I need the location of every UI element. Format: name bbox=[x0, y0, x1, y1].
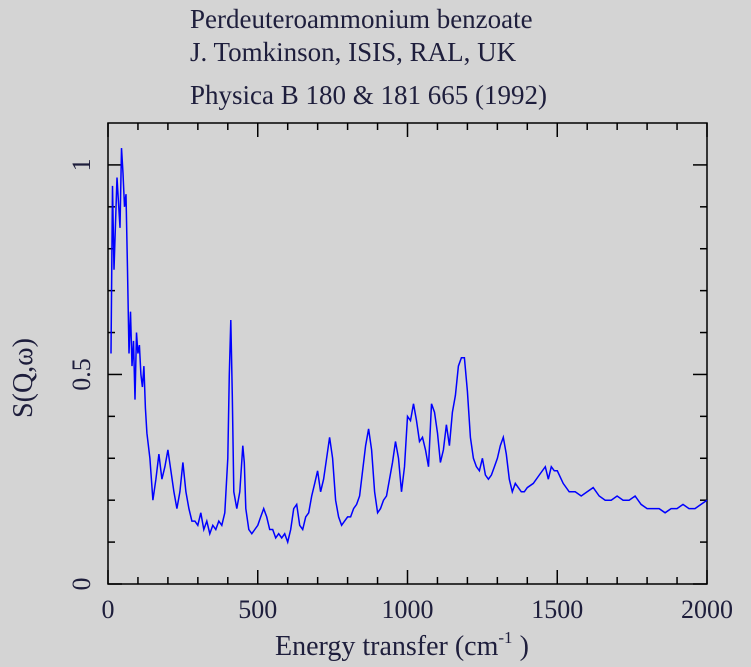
spectrum-line bbox=[110, 148, 708, 545]
title-line: Physica B 180 & 181 665 (1992) bbox=[190, 80, 547, 110]
y-axis-label: S(Q,ω) bbox=[8, 338, 39, 418]
x-tick-label: 0 bbox=[102, 595, 115, 624]
y-tick-label: 0.5 bbox=[67, 358, 96, 391]
y-tick-label: 1 bbox=[67, 158, 96, 171]
y-tick-label: 0 bbox=[67, 578, 96, 591]
x-label-sup: -1 bbox=[498, 628, 512, 647]
x-tick-label: 2000 bbox=[681, 595, 733, 624]
x-tick-label: 1500 bbox=[531, 595, 583, 624]
x-tick-label: 500 bbox=[238, 595, 277, 624]
x-axis-label: Energy transfer (cm-1 ) bbox=[275, 628, 529, 662]
x-label-text: Energy transfer (cm bbox=[275, 631, 499, 662]
title-line: J. Tomkinson, ISIS, RAL, UK bbox=[190, 37, 517, 67]
x-label-end: ) bbox=[513, 631, 529, 662]
x-tick-label: 1000 bbox=[382, 595, 434, 624]
title-line: Perdeuteroammonium benzoate bbox=[190, 4, 533, 34]
